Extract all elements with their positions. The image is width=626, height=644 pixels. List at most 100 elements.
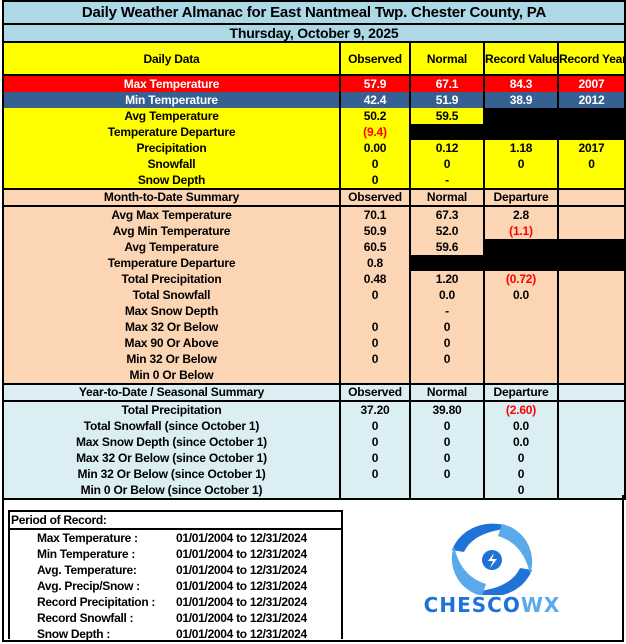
empty-cell bbox=[556, 319, 626, 335]
header-normal: Normal bbox=[409, 188, 485, 207]
empty-cell bbox=[556, 206, 626, 223]
observed-value: 0.8 bbox=[339, 255, 411, 271]
record-year-value: 0 bbox=[556, 156, 626, 172]
row-label: Total Precipitation bbox=[2, 271, 341, 287]
chescowx-logo: CHESCOWX bbox=[387, 520, 597, 635]
period-label: Avg. Precip/Snow : bbox=[37, 579, 140, 593]
header-blank bbox=[556, 188, 626, 207]
summary-row: Max 90 Or Above 0 0 bbox=[2, 335, 626, 351]
normal-value bbox=[409, 367, 485, 385]
period-range: 01/01/2004 to 12/31/2024 bbox=[176, 611, 307, 625]
normal-value: 0 bbox=[409, 466, 485, 482]
observed-value: 42.4 bbox=[339, 92, 411, 108]
departure-value: (2.60) bbox=[483, 401, 559, 418]
normal-value: 0 bbox=[409, 351, 485, 367]
observed-value: 50.9 bbox=[339, 223, 411, 239]
observed-value: 50.2 bbox=[339, 108, 411, 124]
footer-section: Period of Record: Max Temperature : 01/01… bbox=[2, 495, 624, 642]
row-label: Snow Depth bbox=[2, 172, 341, 189]
empty-cell bbox=[556, 434, 626, 450]
row-label: Min Temperature bbox=[2, 92, 341, 108]
logo-text-main: CHESCO bbox=[423, 593, 521, 617]
record-year-value bbox=[556, 124, 626, 140]
period-of-record-title: Period of Record: bbox=[10, 512, 341, 530]
title-row: Daily Weather Almanac for East Nantmeal … bbox=[1, 0, 626, 25]
record-value-value: 38.9 bbox=[483, 92, 559, 108]
normal-value: 0 bbox=[409, 434, 485, 450]
normal-value: - bbox=[409, 303, 485, 319]
departure-value bbox=[483, 367, 559, 385]
period-range: 01/01/2004 to 12/31/2024 bbox=[176, 595, 307, 609]
logo-text-accent: WX bbox=[520, 593, 561, 617]
normal-value bbox=[409, 124, 485, 140]
record-value-value bbox=[483, 172, 559, 189]
summary-row: Total Snowfall (since October 1) 0 0 0.0 bbox=[2, 418, 626, 434]
period-range: 01/01/2004 to 12/31/2024 bbox=[176, 579, 307, 593]
daily-row: Snowfall 0 0 0 0 bbox=[2, 156, 626, 172]
row-label: Max 32 Or Below bbox=[2, 319, 341, 335]
period-range: 01/01/2004 to 12/31/2024 bbox=[176, 627, 307, 641]
header-record-year: Record Year bbox=[556, 41, 626, 76]
row-label: Avg Min Temperature bbox=[2, 223, 341, 239]
page-title: Daily Weather Almanac for East Nantmeal … bbox=[1, 0, 626, 25]
observed-value: 57.9 bbox=[339, 75, 411, 92]
observed-value bbox=[339, 482, 411, 500]
observed-value: (9.4) bbox=[339, 124, 411, 140]
departure-value bbox=[483, 319, 559, 335]
period-of-record-box: Period of Record: Max Temperature : 01/01… bbox=[8, 510, 343, 641]
departure-value bbox=[483, 239, 559, 255]
observed-value: 0 bbox=[339, 434, 411, 450]
period-row: Record Snowfall : 01/01/2004 to 12/31/202… bbox=[10, 610, 341, 626]
header-normal: Normal bbox=[409, 383, 485, 402]
normal-value bbox=[409, 482, 485, 500]
period-row: Max Temperature : 01/01/2004 to 12/31/202… bbox=[10, 530, 341, 546]
empty-cell bbox=[556, 287, 626, 303]
record-value-value bbox=[483, 108, 559, 124]
departure-value bbox=[483, 303, 559, 319]
row-label: Max 32 Or Below (since October 1) bbox=[2, 450, 341, 466]
summary-row: Avg Max Temperature 70.1 67.3 2.8 bbox=[2, 206, 626, 223]
normal-value: - bbox=[409, 172, 485, 189]
observed-value bbox=[339, 367, 411, 385]
row-label: Avg Temperature bbox=[2, 239, 341, 255]
departure-value: 0.0 bbox=[483, 418, 559, 434]
normal-value: 0 bbox=[409, 319, 485, 335]
period-row: Avg. Precip/Snow : 01/01/2004 to 12/31/20… bbox=[10, 578, 341, 594]
period-label: Min Temperature : bbox=[37, 547, 136, 561]
empty-cell bbox=[556, 223, 626, 239]
empty-cell bbox=[556, 418, 626, 434]
row-label: Total Snowfall (since October 1) bbox=[2, 418, 341, 434]
normal-value: 51.9 bbox=[409, 92, 485, 108]
period-row: Avg. Temperature: 01/01/2004 to 12/31/202… bbox=[10, 562, 341, 578]
empty-cell bbox=[556, 351, 626, 367]
observed-value: 0 bbox=[339, 450, 411, 466]
row-label: Min 32 Or Below (since October 1) bbox=[2, 466, 341, 482]
period-row: Record Precipitation : 01/01/2004 to 12/3… bbox=[10, 594, 341, 610]
header-record-value: Record Value bbox=[483, 41, 559, 76]
daily-header-row: Daily Data Observed Normal Record Value Reco… bbox=[2, 41, 626, 76]
observed-value: 60.5 bbox=[339, 239, 411, 255]
daily-row: Precipitation 0.00 0.12 1.18 2017 bbox=[2, 140, 626, 156]
empty-cell bbox=[556, 401, 626, 418]
record-year-value: 2017 bbox=[556, 140, 626, 156]
departure-value bbox=[483, 351, 559, 367]
period-label: Record Precipitation : bbox=[37, 595, 156, 609]
normal-value: 0.12 bbox=[409, 140, 485, 156]
record-year-value: 2007 bbox=[556, 75, 626, 92]
row-label: Precipitation bbox=[2, 140, 341, 156]
record-year-value bbox=[556, 108, 626, 124]
normal-value: 67.1 bbox=[409, 75, 485, 92]
departure-value: 0 bbox=[483, 466, 559, 482]
summary-row: Total Snowfall 0 0.0 0.0 bbox=[2, 287, 626, 303]
period-label: Snow Depth : bbox=[37, 627, 111, 641]
normal-value: 67.3 bbox=[409, 206, 485, 223]
record-year-value bbox=[556, 172, 626, 189]
record-value-value: 0 bbox=[483, 156, 559, 172]
departure-value: (0.72) bbox=[483, 271, 559, 287]
header-title: Year-to-Date / Seasonal Summary bbox=[2, 383, 341, 402]
normal-value: 1.20 bbox=[409, 271, 485, 287]
empty-cell bbox=[556, 271, 626, 287]
observed-value: 37.20 bbox=[339, 401, 411, 418]
departure-value bbox=[483, 255, 559, 271]
summary-row: Max 32 Or Below (since October 1) 0 0 0 bbox=[2, 450, 626, 466]
